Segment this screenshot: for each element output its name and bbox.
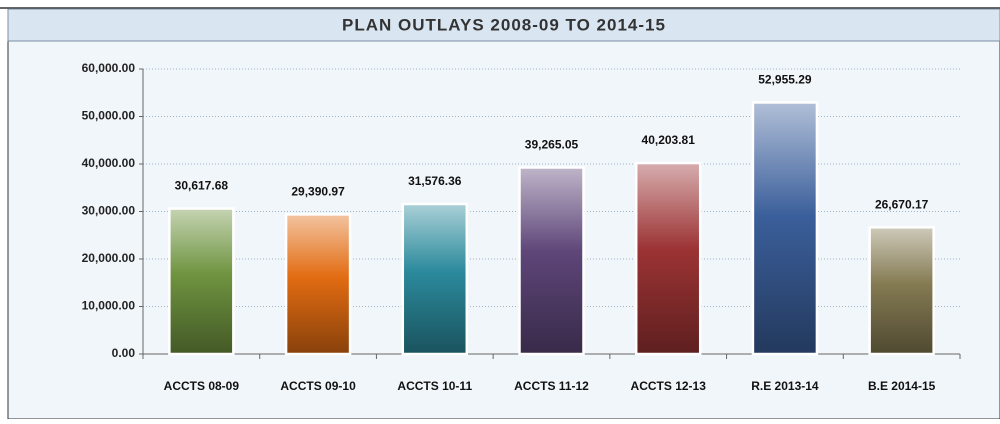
bar <box>518 166 585 356</box>
y-tick-label: 30,000.00 <box>82 204 136 218</box>
y-tick-label: 60,000.00 <box>82 61 136 75</box>
x-tick-label: ACCTS 09-10 <box>280 379 356 393</box>
value-label: 40,203.81 <box>642 133 696 147</box>
x-tick-label: ACCTS 12-13 <box>631 379 707 393</box>
value-label: 30,617.68 <box>175 179 229 193</box>
x-tick-label: ACCTS 11-12 <box>514 379 589 393</box>
y-tick-label: 40,000.00 <box>82 156 136 170</box>
y-tick-label: 10,000.00 <box>82 299 136 313</box>
bar <box>634 161 702 356</box>
value-label: 29,390.97 <box>291 185 345 199</box>
chart-frame <box>7 7 1000 420</box>
bar <box>168 207 235 356</box>
value-label: 26,670.17 <box>875 197 929 211</box>
value-label: 52,955.29 <box>758 73 812 87</box>
value-label: 39,265.05 <box>525 138 579 152</box>
bar <box>751 101 819 356</box>
y-tick-label: 0.00 <box>112 346 136 360</box>
y-tick-label: 20,000.00 <box>82 251 136 265</box>
y-tick-label: 50,000.00 <box>82 109 136 123</box>
x-tick-label: R.E 2013-14 <box>751 379 819 393</box>
value-label: 31,576.36 <box>408 174 462 188</box>
title-band <box>7 8 1000 42</box>
x-tick-label: B.E 2014-15 <box>868 379 936 393</box>
bar <box>868 226 935 356</box>
chart-title: PLAN OUTLAYS 2008-09 TO 2014-15 <box>342 15 666 34</box>
x-tick-label: ACCTS 08-09 <box>164 379 240 393</box>
x-tick-label: ACCTS 10-11 <box>397 379 472 393</box>
bar <box>284 213 352 356</box>
bar <box>401 202 469 356</box>
